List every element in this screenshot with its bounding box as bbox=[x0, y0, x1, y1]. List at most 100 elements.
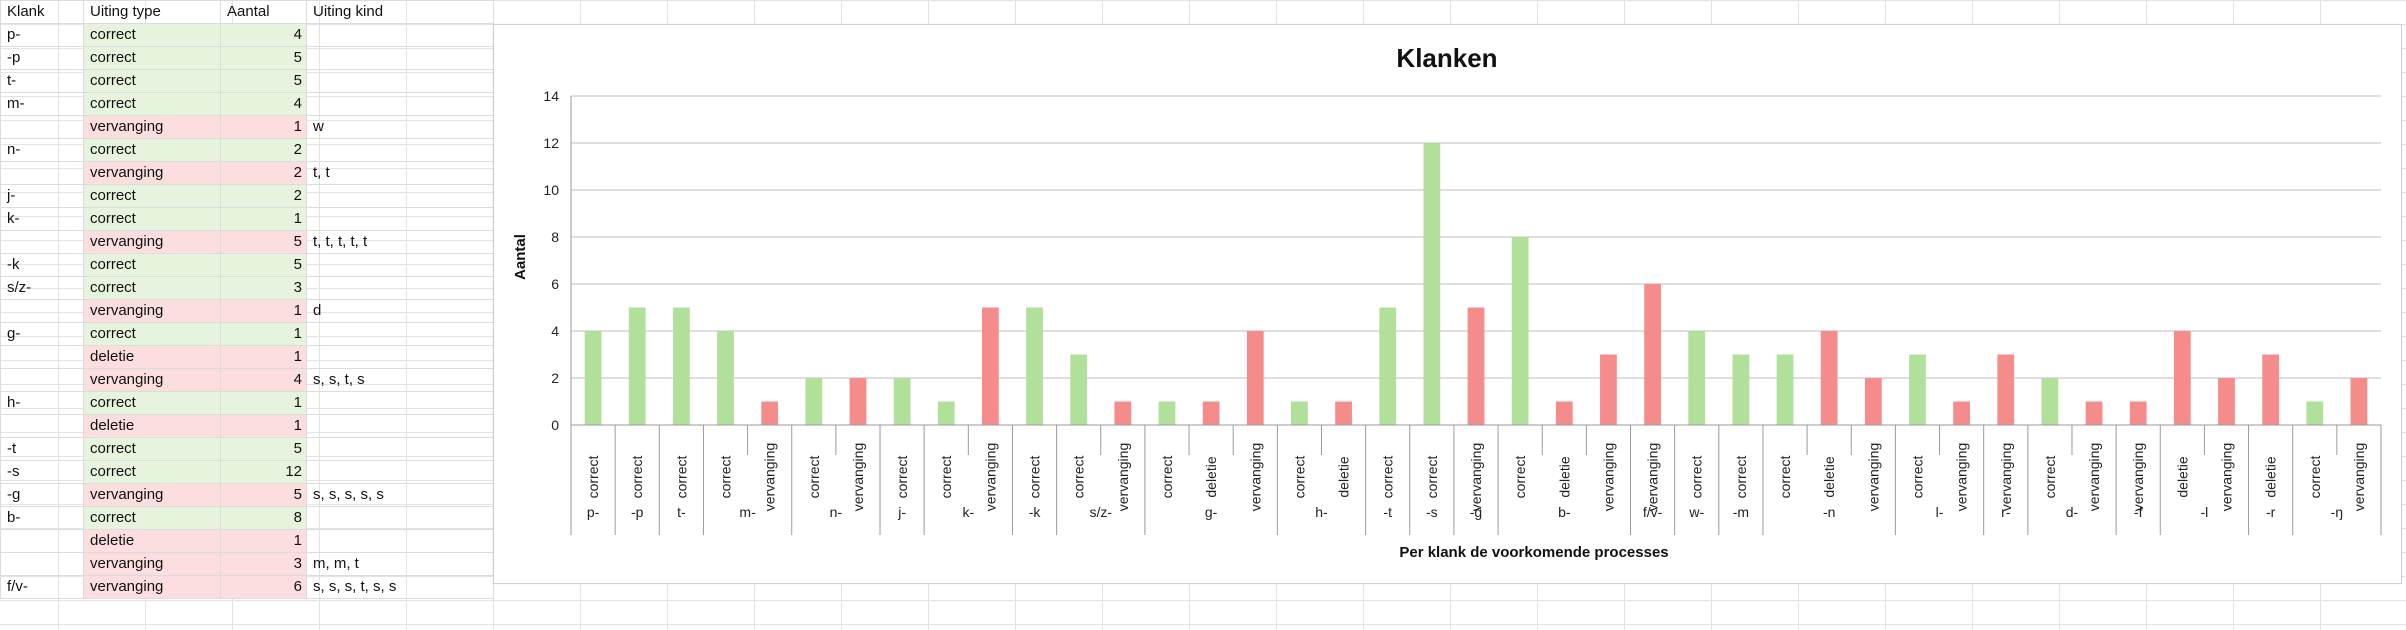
cell-uiting-type[interactable]: correct bbox=[83, 207, 221, 231]
cell-aantal[interactable]: 1 bbox=[220, 299, 307, 323]
cell-uiting-type[interactable]: vervanging bbox=[83, 368, 221, 392]
cell-klank[interactable]: -p bbox=[0, 46, 84, 70]
cell-uiting-kind[interactable]: s, s, s, s, s bbox=[306, 483, 494, 507]
cell-aantal[interactable]: 5 bbox=[220, 69, 307, 93]
cell-uiting-kind[interactable] bbox=[306, 276, 494, 300]
cell-klank[interactable]: n- bbox=[0, 138, 84, 162]
cell-uiting-type[interactable]: vervanging bbox=[83, 230, 221, 254]
cell-uiting-type[interactable]: vervanging bbox=[83, 483, 221, 507]
cell-uiting-type[interactable]: correct bbox=[83, 138, 221, 162]
cell-klank[interactable]: -k bbox=[0, 253, 84, 277]
cell-aantal[interactable]: 1 bbox=[220, 345, 307, 369]
cell-klank[interactable]: g- bbox=[0, 322, 84, 346]
cell-klank[interactable]: h- bbox=[0, 391, 84, 415]
cell-uiting-type[interactable]: correct bbox=[83, 46, 221, 70]
header-uiting-kind[interactable]: Uiting kind bbox=[306, 0, 494, 24]
header-klank[interactable]: Klank bbox=[0, 0, 84, 24]
cell-uiting-kind[interactable] bbox=[306, 184, 494, 208]
cell-uiting-type[interactable]: correct bbox=[83, 437, 221, 461]
cell-aantal[interactable]: 4 bbox=[220, 92, 307, 116]
cell-klank[interactable] bbox=[0, 368, 84, 392]
cell-uiting-kind[interactable] bbox=[306, 92, 494, 116]
cell-aantal[interactable]: 1 bbox=[220, 414, 307, 438]
cell-aantal[interactable]: 2 bbox=[220, 138, 307, 162]
cell-uiting-kind[interactable] bbox=[306, 322, 494, 346]
cell-aantal[interactable]: 5 bbox=[220, 230, 307, 254]
cell-klank[interactable]: s/z- bbox=[0, 276, 84, 300]
cell-uiting-type[interactable]: vervanging bbox=[83, 161, 221, 185]
cell-klank[interactable]: -g bbox=[0, 483, 84, 507]
cell-aantal[interactable]: 5 bbox=[220, 46, 307, 70]
cell-aantal[interactable]: 2 bbox=[220, 161, 307, 185]
cell-uiting-kind[interactable]: t, t bbox=[306, 161, 494, 185]
cell-klank[interactable] bbox=[0, 552, 84, 576]
cell-uiting-kind[interactable] bbox=[306, 138, 494, 162]
cell-klank[interactable]: t- bbox=[0, 69, 84, 93]
cell-uiting-kind[interactable]: d bbox=[306, 299, 494, 323]
cell-uiting-type[interactable]: correct bbox=[83, 253, 221, 277]
cell-uiting-kind[interactable]: m, m, t bbox=[306, 552, 494, 576]
cell-uiting-kind[interactable] bbox=[306, 345, 494, 369]
cell-uiting-kind[interactable] bbox=[306, 460, 494, 484]
cell-uiting-kind[interactable] bbox=[306, 391, 494, 415]
cell-uiting-type[interactable]: deletie bbox=[83, 345, 221, 369]
cell-aantal[interactable]: 6 bbox=[220, 575, 307, 599]
cell-klank[interactable] bbox=[0, 299, 84, 323]
cell-klank[interactable]: p- bbox=[0, 23, 84, 47]
cell-uiting-type[interactable]: vervanging bbox=[83, 575, 221, 599]
cell-uiting-kind[interactable] bbox=[306, 437, 494, 461]
cell-aantal[interactable]: 1 bbox=[220, 207, 307, 231]
cell-uiting-type[interactable]: correct bbox=[83, 460, 221, 484]
cell-aantal[interactable]: 3 bbox=[220, 276, 307, 300]
cell-uiting-kind[interactable] bbox=[306, 253, 494, 277]
cell-klank[interactable]: m- bbox=[0, 92, 84, 116]
header-uiting-type[interactable]: Uiting type bbox=[83, 0, 221, 24]
cell-uiting-type[interactable]: correct bbox=[83, 506, 221, 530]
cell-aantal[interactable]: 1 bbox=[220, 391, 307, 415]
cell-uiting-kind[interactable] bbox=[306, 46, 494, 70]
cell-klank[interactable]: k- bbox=[0, 207, 84, 231]
cell-aantal[interactable]: 3 bbox=[220, 552, 307, 576]
cell-uiting-kind[interactable] bbox=[306, 69, 494, 93]
cell-aantal[interactable]: 5 bbox=[220, 437, 307, 461]
cell-uiting-type[interactable]: correct bbox=[83, 23, 221, 47]
cell-uiting-kind[interactable] bbox=[306, 529, 494, 553]
cell-aantal[interactable]: 5 bbox=[220, 483, 307, 507]
cell-uiting-kind[interactable]: s, s, t, s bbox=[306, 368, 494, 392]
cell-klank[interactable] bbox=[0, 230, 84, 254]
cell-klank[interactable]: -t bbox=[0, 437, 84, 461]
cell-uiting-kind[interactable] bbox=[306, 207, 494, 231]
cell-uiting-kind[interactable]: s, s, s, t, s, s bbox=[306, 575, 494, 599]
cell-uiting-kind[interactable] bbox=[306, 506, 494, 530]
cell-aantal[interactable]: 4 bbox=[220, 23, 307, 47]
cell-uiting-type[interactable]: correct bbox=[83, 92, 221, 116]
cell-klank[interactable] bbox=[0, 161, 84, 185]
cell-aantal[interactable]: 2 bbox=[220, 184, 307, 208]
cell-aantal[interactable]: 1 bbox=[220, 529, 307, 553]
header-aantal[interactable]: Aantal bbox=[220, 0, 307, 24]
cell-klank[interactable] bbox=[0, 414, 84, 438]
cell-aantal[interactable]: 1 bbox=[220, 322, 307, 346]
cell-uiting-type[interactable]: deletie bbox=[83, 414, 221, 438]
cell-klank[interactable]: -s bbox=[0, 460, 84, 484]
cell-uiting-type[interactable]: correct bbox=[83, 391, 221, 415]
cell-aantal[interactable]: 5 bbox=[220, 253, 307, 277]
cell-uiting-kind[interactable] bbox=[306, 23, 494, 47]
cell-uiting-type[interactable]: correct bbox=[83, 184, 221, 208]
cell-klank[interactable]: f/v- bbox=[0, 575, 84, 599]
cell-klank[interactable] bbox=[0, 345, 84, 369]
cell-aantal[interactable]: 1 bbox=[220, 115, 307, 139]
cell-aantal[interactable]: 12 bbox=[220, 460, 307, 484]
cell-klank[interactable]: b- bbox=[0, 506, 84, 530]
cell-uiting-type[interactable]: vervanging bbox=[83, 552, 221, 576]
cell-uiting-type[interactable]: deletie bbox=[83, 529, 221, 553]
cell-klank[interactable]: j- bbox=[0, 184, 84, 208]
cell-uiting-type[interactable]: correct bbox=[83, 69, 221, 93]
cell-uiting-kind[interactable] bbox=[306, 414, 494, 438]
cell-aantal[interactable]: 4 bbox=[220, 368, 307, 392]
cell-klank[interactable] bbox=[0, 529, 84, 553]
cell-uiting-type[interactable]: correct bbox=[83, 276, 221, 300]
cell-aantal[interactable]: 8 bbox=[220, 506, 307, 530]
cell-uiting-kind[interactable]: w bbox=[306, 115, 494, 139]
cell-uiting-kind[interactable]: t, t, t, t, t bbox=[306, 230, 494, 254]
